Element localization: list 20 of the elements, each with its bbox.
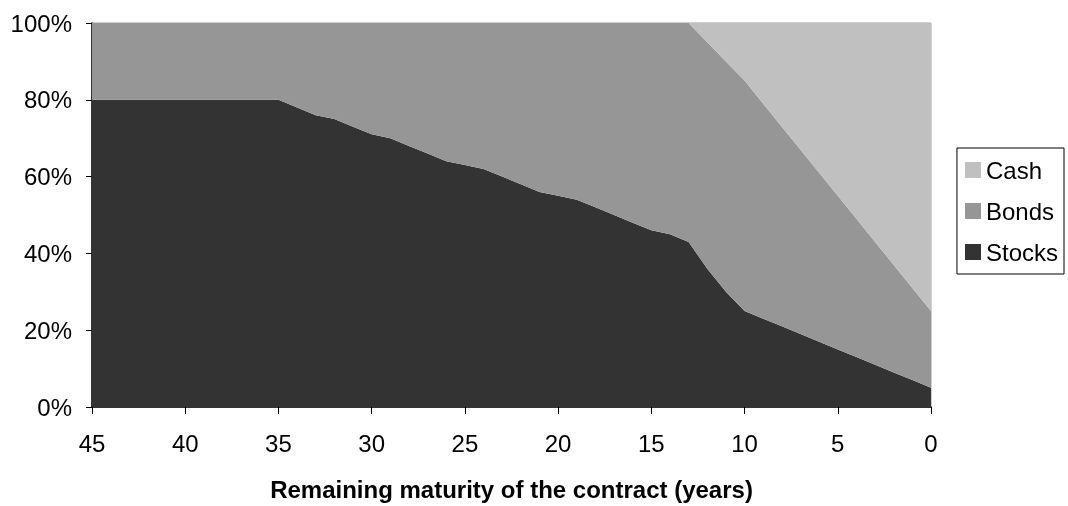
- x-tick-label: 35: [265, 429, 292, 457]
- x-tick-label: 30: [358, 429, 386, 457]
- y-tick-label: 100%: [10, 9, 72, 37]
- x-tick-label: 20: [544, 429, 572, 457]
- y-tick-label: 0%: [37, 393, 72, 421]
- legend-label: Bonds: [985, 197, 1055, 225]
- y-tick-label: 20%: [23, 316, 72, 344]
- x-tick-label: 10: [731, 429, 758, 457]
- y-tick-label: 40%: [23, 239, 72, 267]
- y-tick-label: 60%: [23, 163, 72, 191]
- x-tick-label: 5: [831, 429, 845, 457]
- x-tick-label: 45: [78, 429, 106, 457]
- x-tick-label: 40: [171, 429, 199, 457]
- legend-label: Cash: [985, 156, 1043, 184]
- x-tick-label: 25: [451, 429, 479, 457]
- legend-label: Stocks: [985, 238, 1059, 266]
- x-tick-label: 0: [924, 429, 938, 457]
- y-tick-label: 80%: [23, 86, 72, 114]
- x-axis-title: Remaining maturity of the contract (years): [270, 475, 753, 503]
- x-tick-label: 15: [637, 429, 665, 457]
